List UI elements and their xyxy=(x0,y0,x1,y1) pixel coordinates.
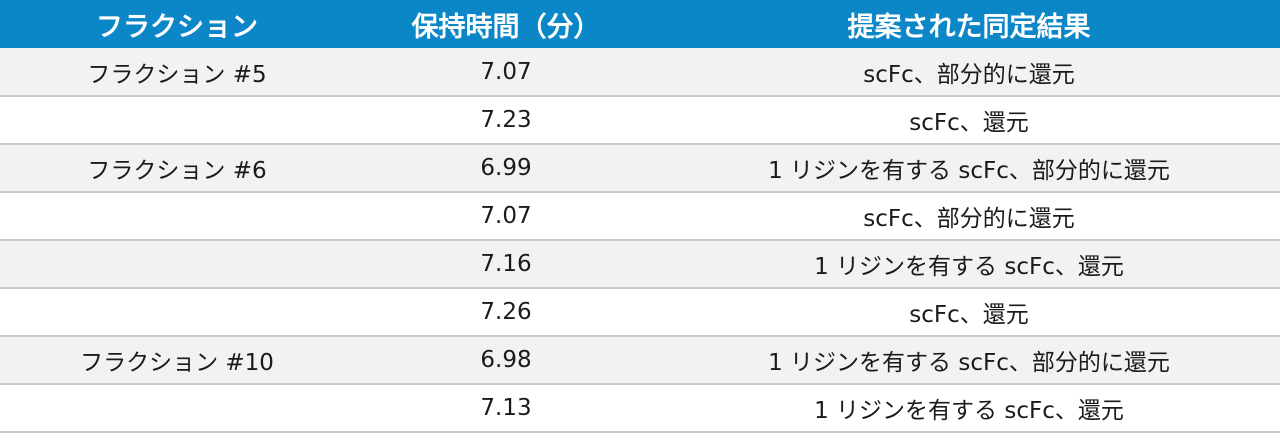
fraction-cell xyxy=(0,384,354,433)
identification-cell: scFc、部分的に還元 xyxy=(658,192,1280,241)
results-table: フラクション 保持時間（分） 提案された同定結果 フラクション #5 7.07 … xyxy=(0,0,1280,433)
header-row: フラクション 保持時間（分） 提案された同定結果 xyxy=(0,0,1280,48)
retention-cell: 7.16 xyxy=(354,240,658,289)
table-row: フラクション #10 6.98 1 リジンを有する scFc、部分的に還元 xyxy=(0,336,1280,385)
header-retention-time: 保持時間（分） xyxy=(354,0,658,48)
table-row: 7.16 1 リジンを有する scFc、還元 xyxy=(0,240,1280,289)
retention-cell: 7.26 xyxy=(354,288,658,337)
retention-cell: 7.13 xyxy=(354,384,658,433)
fraction-cell: フラクション #6 xyxy=(0,144,354,193)
fraction-cell: フラクション #5 xyxy=(0,48,354,97)
table-row: 7.13 1 リジンを有する scFc、還元 xyxy=(0,384,1280,433)
identification-cell: scFc、還元 xyxy=(658,96,1280,145)
table-row: 7.26 scFc、還元 xyxy=(0,288,1280,337)
fraction-cell xyxy=(0,240,354,289)
retention-cell: 6.98 xyxy=(354,336,658,385)
table-row: フラクション #5 7.07 scFc、部分的に還元 xyxy=(0,48,1280,97)
header-fraction: フラクション xyxy=(0,0,354,48)
retention-cell: 7.07 xyxy=(354,192,658,241)
identification-cell: 1 リジンを有する scFc、部分的に還元 xyxy=(658,336,1280,385)
table-row: 7.07 scFc、部分的に還元 xyxy=(0,192,1280,241)
table-row: 7.23 scFc、還元 xyxy=(0,96,1280,145)
identification-cell: 1 リジンを有する scFc、部分的に還元 xyxy=(658,144,1280,193)
fraction-cell xyxy=(0,288,354,337)
identification-cell: 1 リジンを有する scFc、還元 xyxy=(658,384,1280,433)
identification-cell: scFc、還元 xyxy=(658,288,1280,337)
table-body: フラクション #5 7.07 scFc、部分的に還元 7.23 scFc、還元 … xyxy=(0,48,1280,433)
header-identification: 提案された同定結果 xyxy=(658,0,1280,48)
table-row: フラクション #6 6.99 1 リジンを有する scFc、部分的に還元 xyxy=(0,144,1280,193)
fraction-cell xyxy=(0,96,354,145)
retention-cell: 7.23 xyxy=(354,96,658,145)
identification-cell: 1 リジンを有する scFc、還元 xyxy=(658,240,1280,289)
table-header: フラクション 保持時間（分） 提案された同定結果 xyxy=(0,0,1280,48)
retention-cell: 6.99 xyxy=(354,144,658,193)
retention-cell: 7.07 xyxy=(354,48,658,97)
identification-cell: scFc、部分的に還元 xyxy=(658,48,1280,97)
fraction-cell: フラクション #10 xyxy=(0,336,354,385)
fraction-cell xyxy=(0,192,354,241)
